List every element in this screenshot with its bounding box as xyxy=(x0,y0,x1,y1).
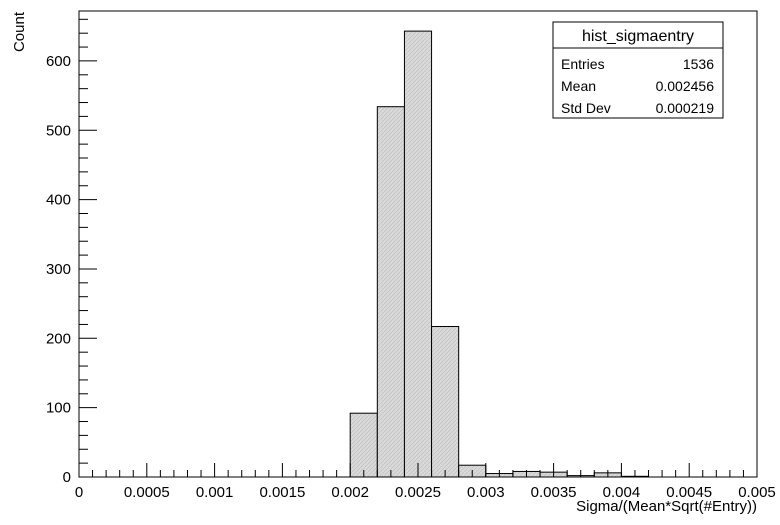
x-tick-label: 0.002 xyxy=(331,484,369,501)
stats-entries-value: 1536 xyxy=(683,56,714,72)
stats-box: hist_sigmaentry Entries 1536 Mean 0.0024… xyxy=(552,21,724,119)
stats-stddev-value: 0.000219 xyxy=(656,100,715,116)
y-tick-label: 100 xyxy=(46,400,71,417)
y-tick-label: 200 xyxy=(46,330,71,347)
y-tick-label: 500 xyxy=(46,122,71,139)
histogram-bar xyxy=(376,106,405,478)
x-axis-label: Sigma/(Mean*Sqrt(#Entry)) xyxy=(576,498,757,515)
y-tick-label: 0 xyxy=(63,469,71,486)
x-tick-label: 0 xyxy=(75,484,83,501)
x-tick-label: 0.004 xyxy=(603,484,641,501)
x-tick-label: 0.0035 xyxy=(531,484,577,501)
x-tick-label: 0.0005 xyxy=(124,484,170,501)
x-tick-label: 0.003 xyxy=(467,484,505,501)
y-tick-label: 600 xyxy=(46,53,71,70)
x-tick-label: 0.005 xyxy=(738,484,776,501)
histogram-bar xyxy=(403,30,433,478)
stats-mean-label: Mean xyxy=(561,78,596,94)
stats-box-frame xyxy=(552,21,724,119)
y-tick-label: 300 xyxy=(46,261,71,278)
x-axis: 0 0.0005 0.001 0.0015 0.002 0.0025 0.003 0.0035… xyxy=(75,463,776,501)
y-tick-label: 400 xyxy=(46,192,71,209)
y-axis: 0 100 200 300 400 500 600 xyxy=(46,18,97,486)
stats-stddev-label: Std Dev xyxy=(561,100,611,116)
y-axis-label: Count xyxy=(11,11,28,52)
stats-entries-label: Entries xyxy=(561,56,605,72)
x-tick-label: 0.001 xyxy=(196,484,234,501)
x-tick-label: 0.0025 xyxy=(395,484,441,501)
x-tick-label: 0.0015 xyxy=(259,484,305,501)
stats-mean-value: 0.002456 xyxy=(656,78,715,94)
histogram-bar xyxy=(349,412,378,478)
histogram-bar xyxy=(431,326,460,478)
x-tick-label: 0.0045 xyxy=(666,484,712,501)
stats-box-title: hist_sigmaentry xyxy=(582,28,694,45)
